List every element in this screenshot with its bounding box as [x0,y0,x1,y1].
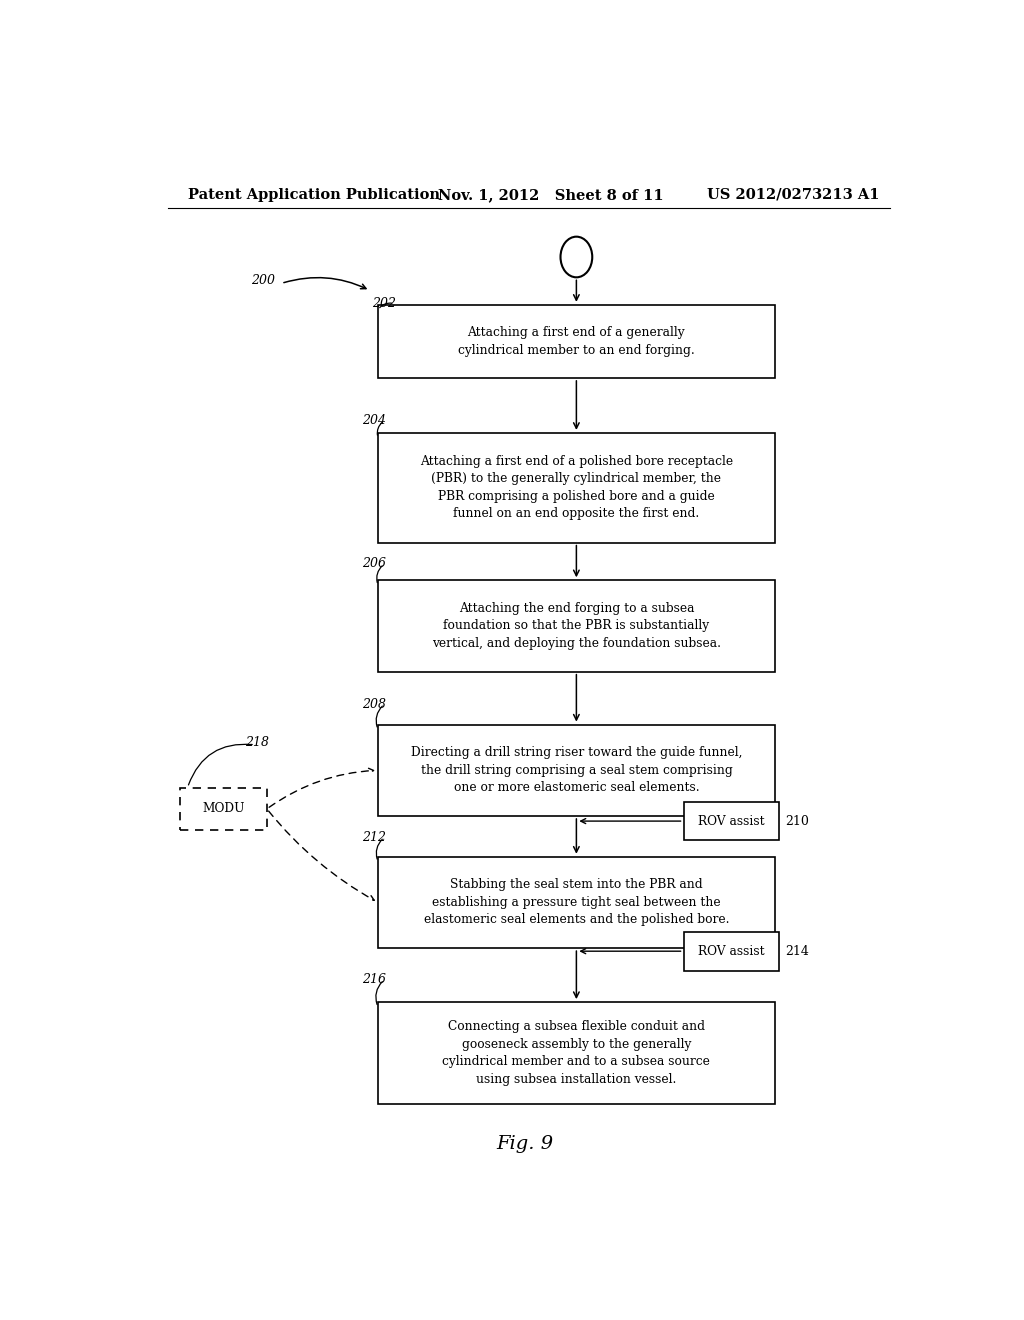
FancyBboxPatch shape [378,1002,775,1104]
Text: 206: 206 [362,557,386,570]
FancyBboxPatch shape [378,725,775,816]
Text: US 2012/0273213 A1: US 2012/0273213 A1 [708,187,880,202]
Text: Connecting a subsea flexible conduit and
gooseneck assembly to the generally
cyl: Connecting a subsea flexible conduit and… [442,1020,711,1085]
Text: 214: 214 [785,945,809,958]
Text: 200: 200 [251,273,275,286]
FancyBboxPatch shape [179,788,267,830]
Text: MODU: MODU [202,803,245,816]
Text: ROV assist: ROV assist [697,814,765,828]
Text: Nov. 1, 2012   Sheet 8 of 11: Nov. 1, 2012 Sheet 8 of 11 [437,187,664,202]
FancyBboxPatch shape [378,433,775,543]
Text: Attaching a first end of a polished bore receptacle
(PBR) to the generally cylin: Attaching a first end of a polished bore… [420,455,733,520]
FancyBboxPatch shape [378,857,775,948]
Text: ROV assist: ROV assist [697,945,765,958]
Text: Attaching the end forging to a subsea
foundation so that the PBR is substantiall: Attaching the end forging to a subsea fo… [432,602,721,649]
FancyBboxPatch shape [684,801,778,841]
Text: Fig. 9: Fig. 9 [497,1135,553,1154]
Text: Patent Application Publication: Patent Application Publication [187,187,439,202]
Text: Attaching a first end of a generally
cylindrical member to an end forging.: Attaching a first end of a generally cyl… [458,326,694,356]
FancyBboxPatch shape [378,305,775,378]
Text: 216: 216 [362,973,386,986]
Text: Directing a drill string riser toward the guide funnel,
the drill string compris: Directing a drill string riser toward th… [411,746,742,795]
FancyBboxPatch shape [378,581,775,672]
Text: 212: 212 [362,830,386,843]
Text: 204: 204 [362,414,386,428]
FancyBboxPatch shape [684,932,778,970]
Text: 210: 210 [785,814,809,828]
Text: 218: 218 [246,737,269,750]
Text: 202: 202 [373,297,396,310]
Text: 208: 208 [362,698,386,710]
Text: Stabbing the seal stem into the PBR and
establishing a pressure tight seal betwe: Stabbing the seal stem into the PBR and … [424,878,729,927]
